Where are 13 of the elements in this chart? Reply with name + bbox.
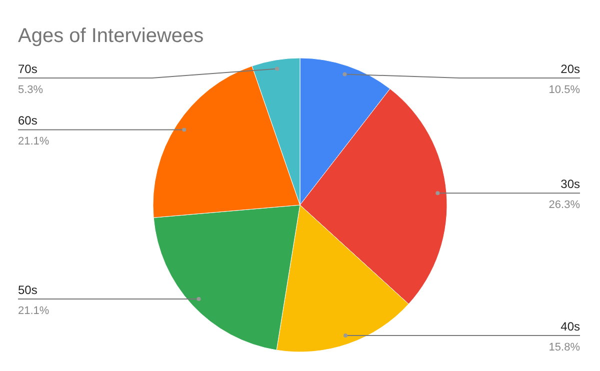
chart-title: Ages of Interviewees bbox=[18, 25, 204, 47]
slice-label: 40s bbox=[560, 319, 580, 334]
data-label: 10.5% bbox=[548, 84, 580, 96]
slice-label: 60s bbox=[18, 114, 38, 128]
data-label: 21.1% bbox=[18, 136, 50, 148]
slice-label: 70s bbox=[18, 62, 38, 76]
slice-label: 20s bbox=[560, 62, 580, 76]
data-label: 26.3% bbox=[548, 199, 580, 212]
data-label: 21.1% bbox=[18, 305, 50, 318]
data-label: 15.8% bbox=[548, 341, 580, 354]
data-label: 5.3% bbox=[18, 84, 44, 96]
slice-label: 50s bbox=[18, 283, 38, 298]
slice-label: 30s bbox=[560, 177, 580, 192]
